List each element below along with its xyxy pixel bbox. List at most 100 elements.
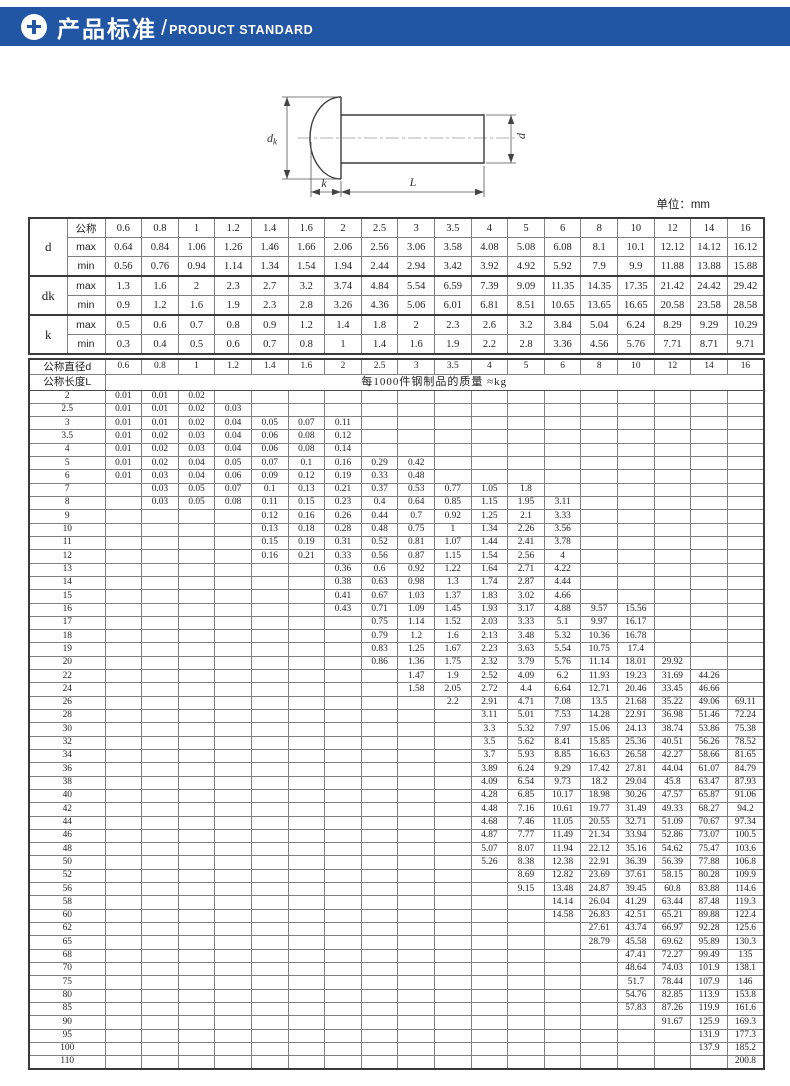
dim-min-value: 0.9 xyxy=(104,295,143,316)
weight-value xyxy=(360,855,399,870)
weight-value xyxy=(177,828,216,844)
diameter-header: 1.6 xyxy=(287,358,326,375)
dim-min-value: 15.88 xyxy=(726,256,765,277)
dim-min-value: 2.44 xyxy=(360,256,399,277)
size-header: 16 xyxy=(726,217,765,238)
weight-value: 0.01 xyxy=(104,429,143,444)
weight-value xyxy=(177,1028,216,1043)
weight-value xyxy=(250,642,289,657)
weight-value: 33.45 xyxy=(653,682,692,697)
dim-min-value: 5.06 xyxy=(397,295,435,316)
weight-value xyxy=(104,735,143,750)
weight-value xyxy=(141,802,179,817)
weight-value xyxy=(214,695,252,711)
size-header: 5 xyxy=(507,217,545,238)
weight-value: 0.43 xyxy=(324,602,362,617)
weight-value xyxy=(433,429,472,444)
dim-min-value: 3.26 xyxy=(324,295,362,316)
weight-value xyxy=(324,948,362,963)
weight-value: 101.9 xyxy=(690,961,728,977)
weight-value xyxy=(177,935,216,950)
weight-value: 0.15 xyxy=(287,495,326,511)
weight-value: 0.21 xyxy=(324,482,362,498)
weight-value: 9.15 xyxy=(507,882,545,897)
weight-value xyxy=(397,1041,435,1057)
weight-value: 5.1 xyxy=(543,615,582,631)
weight-value xyxy=(360,921,399,937)
weight-value xyxy=(433,882,472,897)
weight-value xyxy=(397,695,435,711)
weight-value xyxy=(141,775,179,790)
weight-value xyxy=(104,722,143,737)
weight-value: 1.37 xyxy=(433,589,472,604)
weight-value: 0.01 xyxy=(104,442,143,458)
weight-value: 6.24 xyxy=(507,762,545,777)
weight-value xyxy=(726,615,765,631)
weight-value xyxy=(104,1055,143,1070)
weight-value xyxy=(250,1055,289,1070)
weight-value xyxy=(214,868,252,884)
weight-value xyxy=(141,935,179,950)
weight-value: 5.54 xyxy=(543,642,582,657)
weight-value xyxy=(433,815,472,830)
L-dimension-label: L xyxy=(409,175,417,189)
weight-value xyxy=(287,669,326,684)
nominal-label: 公称 xyxy=(66,217,106,238)
dim-min-value: 3.42 xyxy=(433,256,472,277)
weight-value xyxy=(287,895,326,910)
dim-max-value: 3.2 xyxy=(507,314,545,335)
weight-value: 0.09 xyxy=(250,469,289,484)
weight-value xyxy=(177,735,216,750)
weight-value xyxy=(141,762,179,777)
weight-value xyxy=(324,988,362,1003)
d-dimension-label: d xyxy=(514,132,528,139)
weight-value: 0.04 xyxy=(214,442,252,458)
weight-value xyxy=(726,442,765,458)
weight-value: 114.6 xyxy=(726,882,765,897)
weight-value: 1.15 xyxy=(470,495,509,511)
weight-value xyxy=(433,855,472,870)
weight-value xyxy=(214,1028,252,1043)
weight-value xyxy=(177,815,216,830)
length-value: 65 xyxy=(28,935,106,950)
weight-value: 7.97 xyxy=(543,722,582,737)
weight-value: 0.01 xyxy=(104,402,143,418)
weight-value xyxy=(214,549,252,564)
weight-value xyxy=(690,602,728,617)
weight-value xyxy=(250,842,289,857)
weight-value xyxy=(690,402,728,418)
dim-min-value: 1.54 xyxy=(287,256,326,277)
weight-value xyxy=(104,629,143,644)
weight-value: 1.22 xyxy=(433,562,472,577)
weight-value: 3.56 xyxy=(543,522,582,537)
weight-value xyxy=(177,855,216,870)
weight-value: 109.9 xyxy=(726,868,765,884)
weight-value xyxy=(141,522,179,537)
weight-value: 75.38 xyxy=(726,722,765,737)
weight-value: 11.93 xyxy=(580,669,619,684)
diameter-header: 12 xyxy=(653,358,692,375)
weight-value xyxy=(360,442,399,458)
weight-value: 15.06 xyxy=(580,722,619,737)
weight-value xyxy=(580,495,619,511)
weight-value xyxy=(433,735,472,750)
weight-value xyxy=(433,1055,472,1070)
weight-value xyxy=(507,1028,545,1043)
weight-value xyxy=(543,416,582,431)
dim-min-value: 2.3 xyxy=(250,295,289,316)
weight-value xyxy=(214,882,252,897)
weight-value xyxy=(250,948,289,963)
weight-value xyxy=(690,575,728,591)
dim-min-value: 4.36 xyxy=(360,295,399,316)
dim-max-value: 1.6 xyxy=(141,275,179,296)
length-value: 52 xyxy=(28,868,106,884)
weight-value: 0.85 xyxy=(433,495,472,511)
weight-value xyxy=(397,868,435,884)
max-label: max xyxy=(66,275,106,296)
weight-value xyxy=(324,828,362,844)
weight-value xyxy=(507,456,545,471)
weight-value xyxy=(250,389,289,404)
weight-value: 1.83 xyxy=(470,589,509,604)
weight-value: 44.26 xyxy=(690,669,728,684)
